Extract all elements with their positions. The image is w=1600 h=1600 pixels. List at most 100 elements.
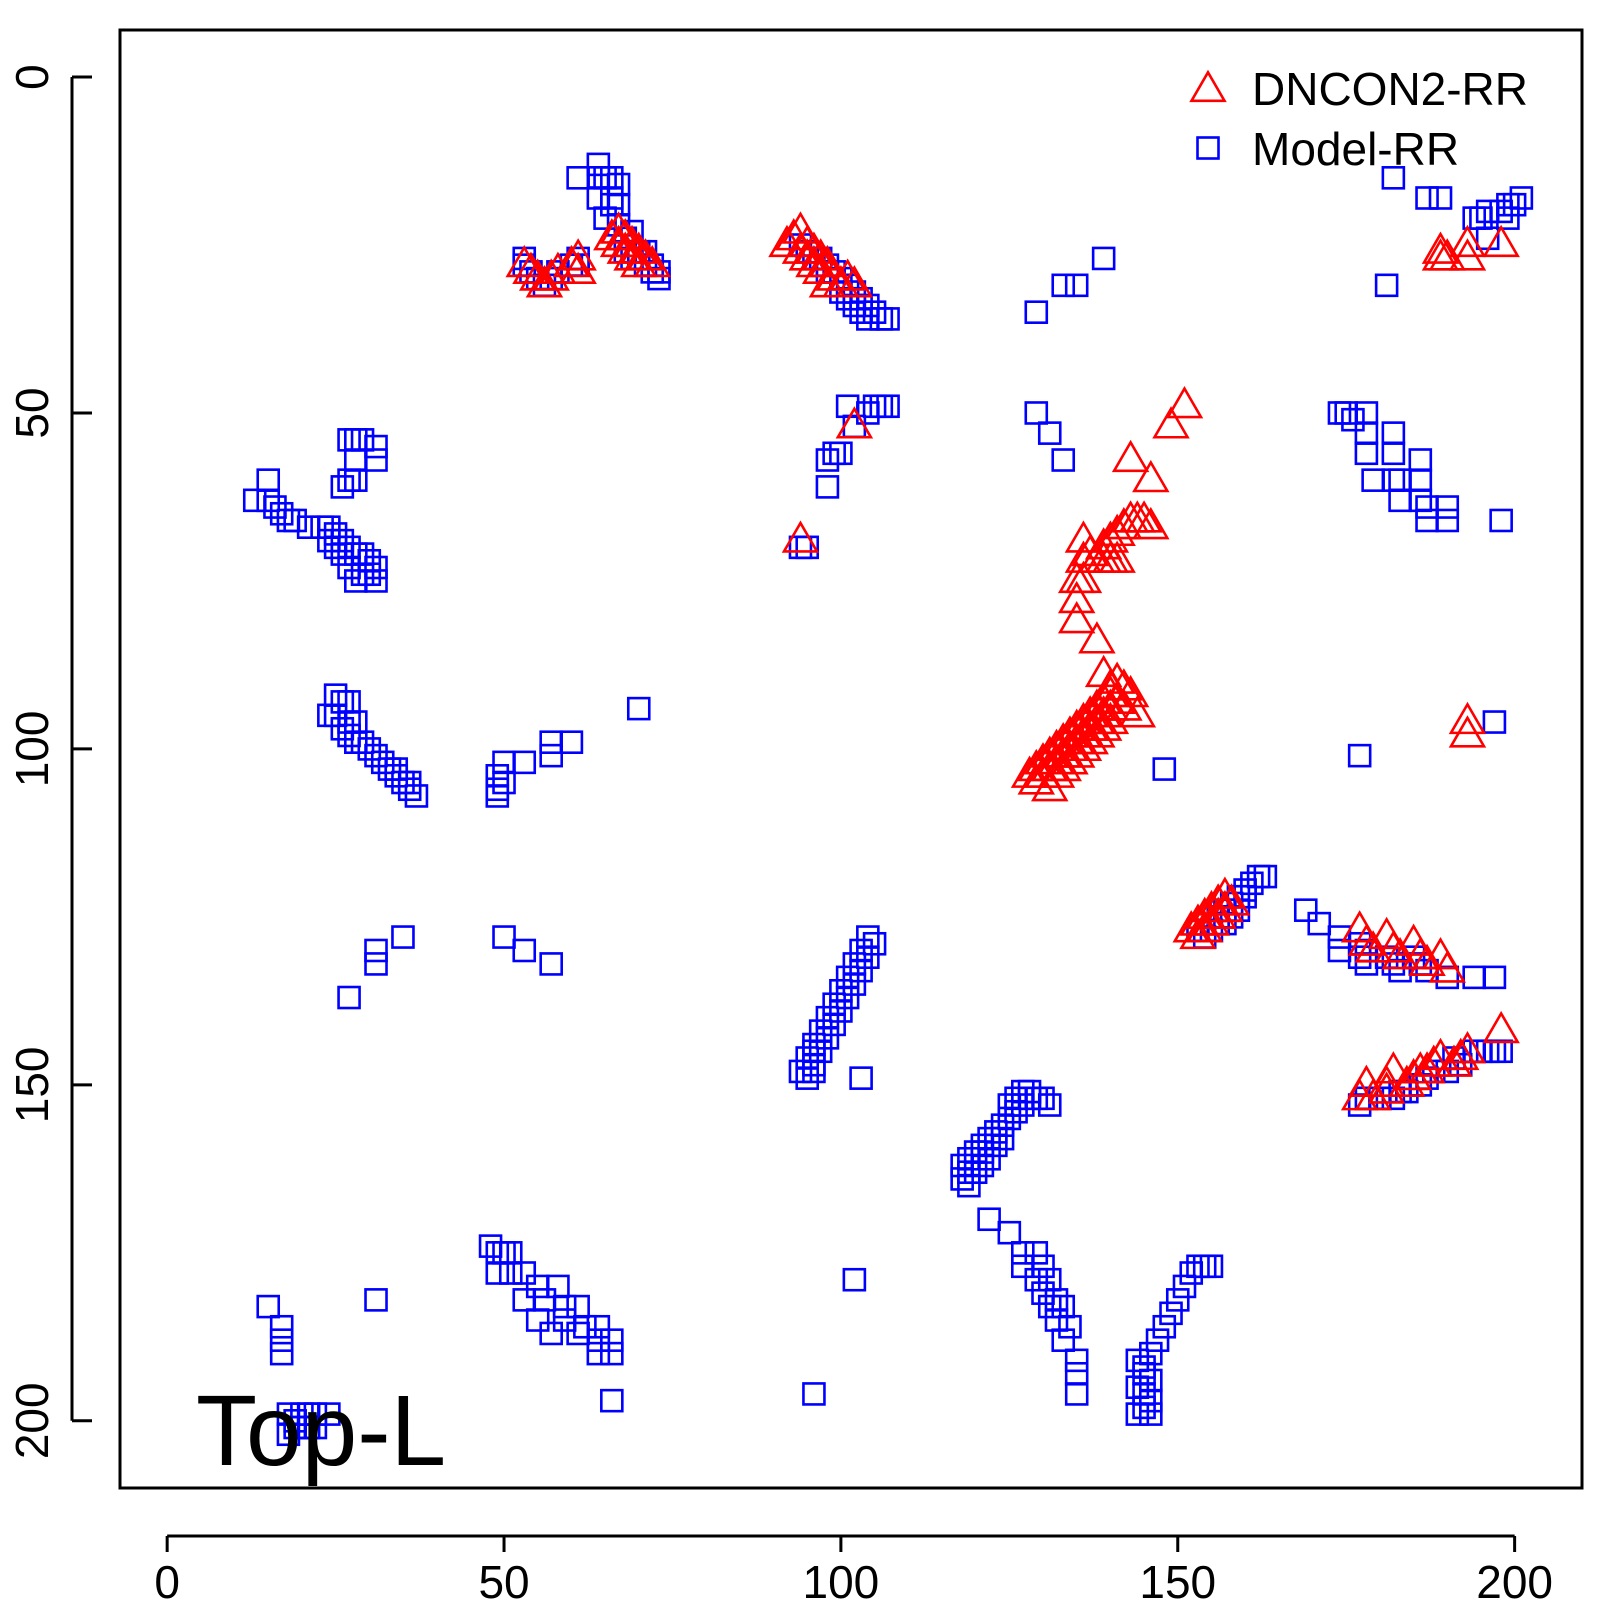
model-rr-point [330, 716, 355, 741]
model-rr-point [1051, 1328, 1076, 1352]
dncon2-rr-point [835, 265, 874, 298]
model-rr-point [1381, 441, 1406, 466]
model-rr-point [337, 535, 361, 560]
model-rr-point [970, 1140, 995, 1164]
axes: 0 50 100 150 200 0 50 100 150 200 [6, 64, 1553, 1600]
model-rr-point [856, 925, 880, 949]
model-rr-point [586, 1341, 611, 1366]
model-rr-point [566, 1321, 590, 1346]
model-rr-point [1031, 1254, 1055, 1279]
model-rr-point [364, 448, 388, 472]
model-rr-point [1475, 199, 1500, 224]
model-rr-point [1469, 206, 1493, 230]
model-rr-point [1307, 911, 1332, 936]
model-rr-point [1354, 441, 1379, 466]
model-rr-point [808, 1039, 833, 1064]
model-rr-point [795, 1046, 820, 1070]
model-rr-point [337, 428, 361, 452]
model-rr-point [822, 992, 846, 1017]
dncon2-rr-point [1057, 580, 1096, 614]
model-rr-point [552, 1308, 577, 1332]
model-rr-point [990, 1126, 1015, 1151]
dncon2-rr-point [1340, 1078, 1379, 1111]
model-rr-point [350, 428, 375, 452]
model-rr-point [512, 938, 537, 963]
model-rr-point [1139, 1388, 1163, 1413]
model-rr-point [1044, 1288, 1069, 1312]
model-rr-point [815, 448, 840, 472]
model-rr-point [330, 690, 355, 714]
model-rr-point [1037, 1267, 1062, 1292]
model-rr-point [1475, 1039, 1500, 1064]
dncon2-rr-point [1421, 231, 1460, 264]
dncon2-rr-point [1206, 876, 1244, 909]
model-rr-point [1341, 407, 1365, 432]
model-rr-point [1408, 468, 1433, 492]
model-rr-point [323, 522, 348, 546]
model-rr-point [1489, 1039, 1513, 1064]
model-rr-point [1334, 401, 1358, 425]
legend-marker-triangle [1189, 69, 1227, 103]
dncon2-rr-point [599, 211, 638, 244]
model-rr-point [384, 763, 409, 788]
model-rr-point [391, 770, 415, 795]
model-rr-point [1462, 206, 1487, 230]
model-rr-point [269, 1341, 294, 1366]
model-rr-point [835, 965, 860, 990]
model-rr-point [1415, 508, 1439, 533]
model-rr-point [600, 192, 624, 217]
model-rr-point [1381, 468, 1406, 492]
dncon2-rr-point [1421, 1037, 1460, 1071]
model-rr-point [357, 548, 382, 573]
model-rr-point [1428, 186, 1453, 210]
model-rr-point [566, 166, 590, 190]
dncon2-rr-point [788, 224, 826, 258]
model-rr-point [323, 703, 348, 728]
dncon2-rr-point [1064, 560, 1103, 594]
dncon2-rr-point [835, 406, 874, 439]
model-rr-point [1132, 1355, 1156, 1379]
model-rr-point [822, 1012, 846, 1037]
model-rr-point [829, 999, 853, 1023]
model-rr-point [310, 515, 334, 539]
model-rr-point [600, 1388, 624, 1413]
model-rr-point [862, 931, 887, 956]
model-rr-point [835, 985, 860, 1010]
model-rr-point [337, 468, 361, 492]
model-rr-point [1354, 421, 1379, 445]
model-rr-point [330, 542, 355, 566]
model-rr-point [242, 488, 267, 513]
model-rr-point [1031, 1281, 1055, 1305]
model-rr-point [546, 1274, 570, 1299]
model-rr-point [364, 743, 388, 768]
data-points [242, 152, 1534, 1447]
model-rr-point [485, 777, 510, 802]
model-rr-point [1172, 1274, 1197, 1299]
model-rr-point [1037, 1093, 1062, 1117]
model-rr-point [525, 1308, 550, 1332]
model-rr-point [849, 300, 873, 324]
model-rr-point [586, 166, 611, 190]
model-rr-point [323, 535, 348, 560]
model-rr-point [573, 1314, 597, 1339]
model-rr-point [559, 730, 584, 755]
model-rr-point [485, 1261, 510, 1285]
dncon2-rr-point [505, 244, 543, 278]
model-rr-point [802, 1059, 826, 1084]
model-rr-point [815, 475, 840, 499]
plot-frame [118, 28, 1584, 1490]
model-rr-point [1024, 300, 1049, 324]
model-rr-point [977, 1207, 1001, 1232]
dncon2-rr-point [552, 244, 591, 278]
dncon2-rr-point [606, 218, 645, 251]
model-rr-point [344, 710, 368, 734]
model-rr-point [600, 166, 624, 190]
dncon2-rr-point [620, 231, 658, 264]
model-rr-point [997, 1093, 1022, 1117]
dncon2-rr-point [1428, 950, 1467, 983]
model-rr-point [269, 1328, 294, 1352]
legend-label: DNCON2-RR [1252, 63, 1528, 115]
model-rr-point [1347, 743, 1372, 768]
model-rr-point [815, 1005, 840, 1030]
